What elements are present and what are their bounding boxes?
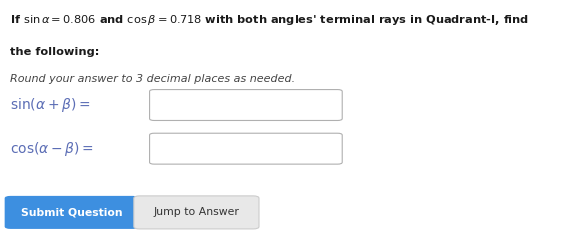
Text: the following:: the following: — [10, 47, 100, 57]
Text: Jump to Answer: Jump to Answer — [154, 207, 239, 217]
FancyBboxPatch shape — [134, 196, 259, 229]
FancyBboxPatch shape — [150, 89, 342, 120]
FancyBboxPatch shape — [5, 196, 139, 229]
FancyBboxPatch shape — [150, 133, 342, 164]
Text: $\sin(\alpha + \beta) =$: $\sin(\alpha + \beta) =$ — [10, 96, 91, 114]
Text: Submit Question: Submit Question — [21, 207, 122, 217]
Text: Round your answer to 3 decimal places as needed.: Round your answer to 3 decimal places as… — [10, 74, 296, 84]
Text: If $\sin\alpha = 0.806$ and $\cos\beta = 0.718$ with both angles' terminal rays : If $\sin\alpha = 0.806$ and $\cos\beta =… — [10, 13, 530, 27]
Text: $\cos(\alpha - \beta) =$: $\cos(\alpha - \beta) =$ — [10, 140, 94, 158]
